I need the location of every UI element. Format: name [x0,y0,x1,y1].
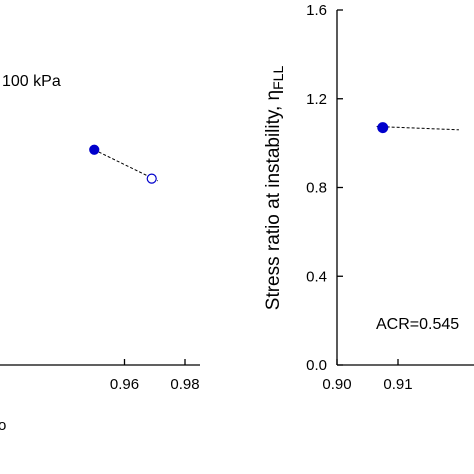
right-y-tick-label: 0.0 [306,357,327,374]
right-y-axis-label-subscript: FLL [270,66,286,90]
right-y-axis-label-text: Stress ratio at instability, [263,100,284,310]
right-y-tick-label: 0.8 [306,180,327,197]
right-chart-panel: 0.0 0.4 0.8 1.2 1.6 0.90 0.91 Stress ratio at… [263,2,474,393]
right-y-axis-label: Stress ratio at instability, ηFLL [263,66,286,311]
right-y-tick-label: 0.4 [306,268,327,285]
right-y-tick-label: 1.2 [306,91,327,108]
left-chart-panel: 0.96 0.98 100 kPa o [0,73,200,434]
right-x-ticks: 0.90 0.91 [322,359,413,393]
left-plot-area [89,144,158,184]
right-acr-annotation: ACR=0.545 [376,316,459,333]
left-data-point-filled [89,144,100,155]
left-x-tick-label: 0.98 [170,376,199,393]
left-pressure-annotation: 100 kPa [2,73,61,90]
left-data-point-open [146,173,157,184]
right-plot-area [376,122,460,134]
right-x-tick-label: 0.91 [383,376,412,393]
right-x-tick-label: 0.90 [322,376,351,393]
right-trendline [376,125,460,131]
left-x-ticks: 0.96 0.98 [110,359,200,393]
left-x-tick-label: 0.96 [110,376,139,393]
right-y-axis-label-symbol: η [263,90,284,101]
left-trendline [94,149,158,182]
right-y-tick-label: 1.6 [306,2,327,19]
right-data-point-filled [377,122,389,134]
right-y-ticks: 0.0 0.4 0.8 1.2 1.6 [306,2,343,374]
left-x-axis-label-fragment: o [0,417,6,434]
